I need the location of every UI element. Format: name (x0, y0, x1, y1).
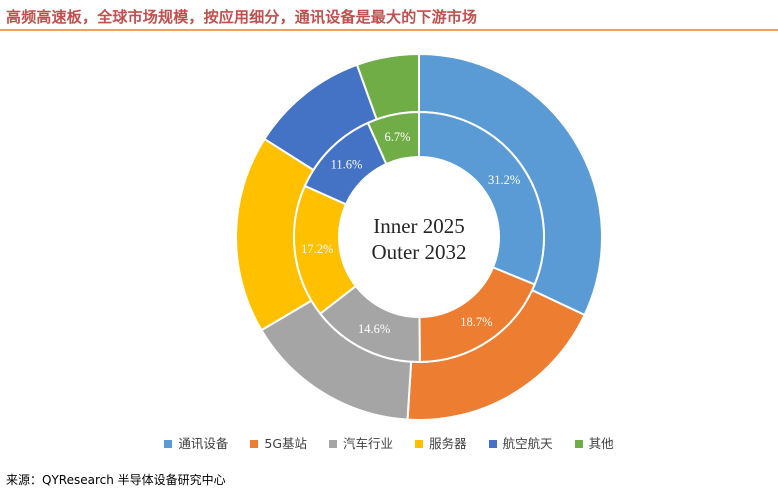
slice-label-inner-0: 31.2% (488, 173, 520, 187)
slice-inner-5 (366, 110, 420, 166)
legend-swatch-2 (329, 440, 338, 448)
legend-swatch-0 (164, 440, 173, 448)
slice-label-inner-1: 18.7% (460, 315, 492, 329)
legend-label-0: 通讯设备 (178, 436, 229, 451)
legend-item-5: 其他 (574, 433, 614, 452)
legend-item-3: 服务器 (415, 433, 467, 452)
legend-label-3: 服务器 (429, 436, 467, 451)
chart-legend: 通讯设备 5G基站 汽车行业 服务器 航空航天 其他 (0, 433, 778, 452)
source-note: 来源：QYResearch 半导体设备研究中心 (6, 473, 226, 487)
legend-label-4: 航空航天 (502, 436, 553, 451)
legend-swatch-3 (415, 440, 424, 448)
legend-item-1: 5G基站 (250, 433, 307, 452)
legend-item-4: 航空航天 (488, 433, 553, 452)
title-divider (0, 29, 778, 31)
chart-area: 31.2% 18.7% 14.6% 17.2% 11.6% 6.7% Inner 2025… (0, 40, 778, 465)
inner-ring-2025 (293, 110, 545, 364)
donut-chart: 31.2% 18.7% 14.6% 17.2% 11.6% 6.7% Inner 2025… (235, 52, 603, 421)
legend-label-2: 汽车行业 (343, 436, 394, 451)
legend-label-5: 其他 (588, 436, 614, 451)
outer-ring-2032 (235, 52, 603, 421)
chart-title: 高频高速板，全球市场规模，按应用细分，通讯设备是最大的下游市场 (6, 8, 478, 26)
center-label-inner: Inner 2025 (373, 214, 465, 238)
slice-label-inner-2: 14.6% (358, 322, 390, 336)
slice-label-inner-5: 6.7% (385, 130, 411, 144)
center-label-outer: Outer 2032 (371, 240, 466, 264)
legend-item-0: 通讯设备 (164, 433, 228, 452)
slice-label-inner-3: 17.2% (301, 242, 333, 256)
legend-swatch-1 (250, 440, 259, 448)
legend-label-1: 5G基站 (264, 436, 308, 451)
inner-ring-labels: 31.2% 18.7% 14.6% 17.2% 11.6% 6.7% (301, 130, 520, 336)
legend-swatch-5 (574, 440, 583, 448)
legend-item-2: 汽车行业 (329, 433, 393, 452)
slice-label-inner-4: 11.6% (331, 158, 363, 172)
slice-inner-0 (418, 110, 545, 286)
legend-swatch-4 (488, 440, 497, 448)
